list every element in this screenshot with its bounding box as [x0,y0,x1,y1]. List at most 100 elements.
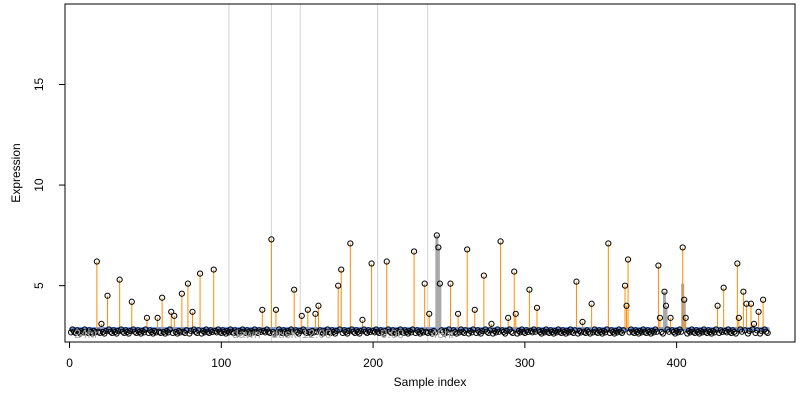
sample-point [464,246,471,253]
sample-point [151,327,158,335]
sample-point [750,320,758,327]
sample-point [520,328,527,335]
sample-point [679,244,686,251]
sample-point [511,268,518,275]
sample-point [365,327,372,334]
sample-point [171,312,178,319]
sample-point [330,328,337,336]
sample-point [268,236,275,243]
sample-point [532,328,539,335]
sample-point [600,327,607,335]
sample-point [368,260,375,267]
sample-point [359,316,366,323]
sample-point [682,314,689,321]
sample-point [75,328,82,336]
sample-point [303,329,310,337]
sample-point [597,328,604,336]
sample-point [653,328,660,335]
sample-point [277,328,284,335]
sample-point [104,292,111,299]
sample-point [605,240,612,247]
sample-point [265,328,272,335]
sample-point [127,327,134,335]
y-tick-label: 10 [32,178,46,192]
sample-point [136,328,143,336]
sample-point [291,286,298,293]
sample-point [539,327,547,335]
sample-point [564,327,571,335]
sample-point [709,327,717,335]
sample-point [442,327,450,335]
sample-point [476,328,483,336]
sample-point [99,328,107,336]
sample-point [248,327,255,335]
sample-point [163,327,170,335]
sample-point [394,327,401,335]
sample-point [656,314,664,321]
sample-point [755,308,762,315]
sample-point [142,326,149,333]
sample-point [90,327,97,335]
sample-point [297,327,304,335]
sample-point [451,328,459,336]
sample-point [350,328,357,335]
sample-point [634,328,641,336]
sample-point [678,328,685,335]
sample-point [259,306,266,313]
sample-point [658,328,665,336]
sample-point [178,290,185,297]
sample-point [95,328,102,335]
sample-point [697,327,705,335]
sample-point [735,314,742,321]
sample-point [738,328,745,335]
x-tick-label: 300 [515,356,535,370]
sample-point [712,326,720,333]
sample-point [624,256,632,263]
sample-point [336,326,343,333]
sample-point [143,314,151,321]
sample-point [200,327,207,335]
sample-point [549,328,556,336]
sample-point [236,327,243,335]
sample-point [301,328,308,335]
annotation-label: 48hr [431,327,455,341]
sample-point [503,327,510,335]
sample-point [166,326,173,333]
sample-point [432,329,439,336]
sample-point [488,320,495,327]
sample-point [131,328,138,335]
sample-point [196,270,204,277]
sample-point [357,327,365,335]
sample-point [298,312,305,319]
sample-point [257,328,264,336]
sample-point [325,328,333,335]
sample-point [168,308,175,315]
sample-point [228,328,236,335]
sample-point [746,327,753,335]
sample-point [210,266,217,273]
sample-point [423,328,430,335]
sample-point [714,302,721,309]
sample-point [159,294,166,301]
sample-point [720,284,727,291]
sample-point [96,329,104,337]
sample-point [426,310,433,317]
sample-point [573,278,580,285]
sample-point [527,327,535,335]
sample-point [289,328,296,335]
sample-point [445,326,453,333]
x-axis-label: Sample index [394,375,467,389]
sample-point [253,328,260,335]
sample-point [189,308,196,315]
sample-point [495,328,503,335]
x-axis: 0 100 200 300 400 [66,341,687,370]
y-tick-label: 15 [32,77,46,91]
sample-point [763,328,770,335]
annotation-label: 0:00 [381,327,405,341]
sample-point [362,328,369,335]
sample-point [637,327,644,335]
sample-point [480,272,487,279]
sample-point [764,329,771,337]
sample-point [655,262,662,269]
